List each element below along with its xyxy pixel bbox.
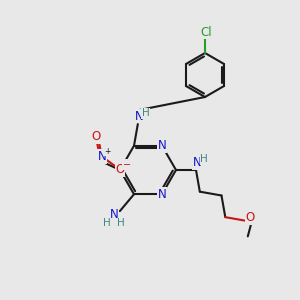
Text: Cl: Cl [200, 26, 212, 38]
Text: +: + [105, 147, 111, 156]
Text: N: N [110, 208, 118, 220]
Text: O: O [245, 211, 255, 224]
Text: H: H [117, 218, 125, 228]
Text: −: − [123, 160, 131, 170]
Text: H: H [142, 108, 150, 118]
Text: N: N [158, 188, 166, 201]
Text: H: H [200, 154, 208, 164]
Text: N: N [193, 157, 201, 169]
Text: H: H [103, 218, 111, 228]
Text: N: N [98, 150, 106, 163]
Text: O: O [91, 130, 101, 143]
Text: O: O [115, 163, 124, 176]
Text: N: N [134, 110, 143, 123]
Text: N: N [158, 139, 166, 152]
